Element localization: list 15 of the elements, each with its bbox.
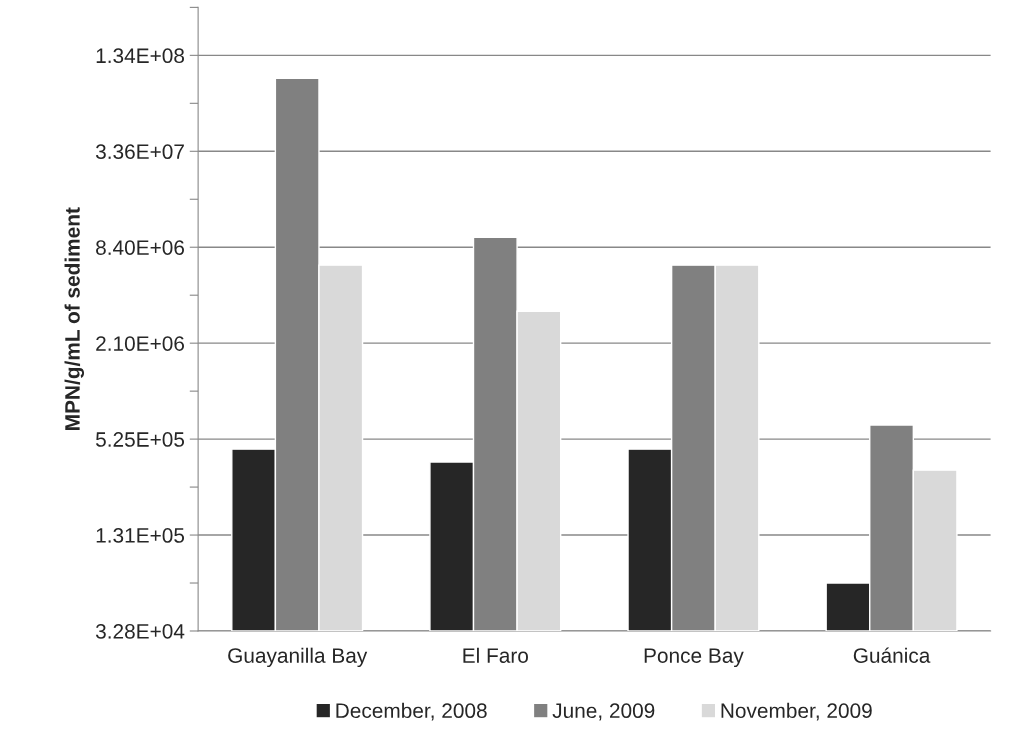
x-tick-label: El Faro <box>463 647 528 663</box>
legend-label: November, 2009 <box>721 702 872 721</box>
y-tick-label: 2.10E+06 <box>96 336 185 351</box>
y-tick-label: 1.34E+08 <box>96 48 185 64</box>
legend-label: June, 2009 <box>552 703 655 721</box>
x-tick-label: Guayanilla Bay <box>228 647 368 668</box>
x-tick-label: Ponce Bay <box>644 648 744 668</box>
y-axis-title: MPN/g/mL of sediment <box>64 207 85 430</box>
y-tick-label: 8.40E+06 <box>96 240 185 255</box>
y-tick-label: 3.28E+04 <box>95 623 185 639</box>
y-tick-label: 1.31E+05 <box>96 528 185 543</box>
y-tick-label: 3.36E+07 <box>95 144 184 160</box>
legend-label: December, 2008 <box>336 702 487 721</box>
y-tick-label: 5.25E+05 <box>95 432 185 447</box>
x-tick-label: Guánica <box>853 647 931 663</box>
